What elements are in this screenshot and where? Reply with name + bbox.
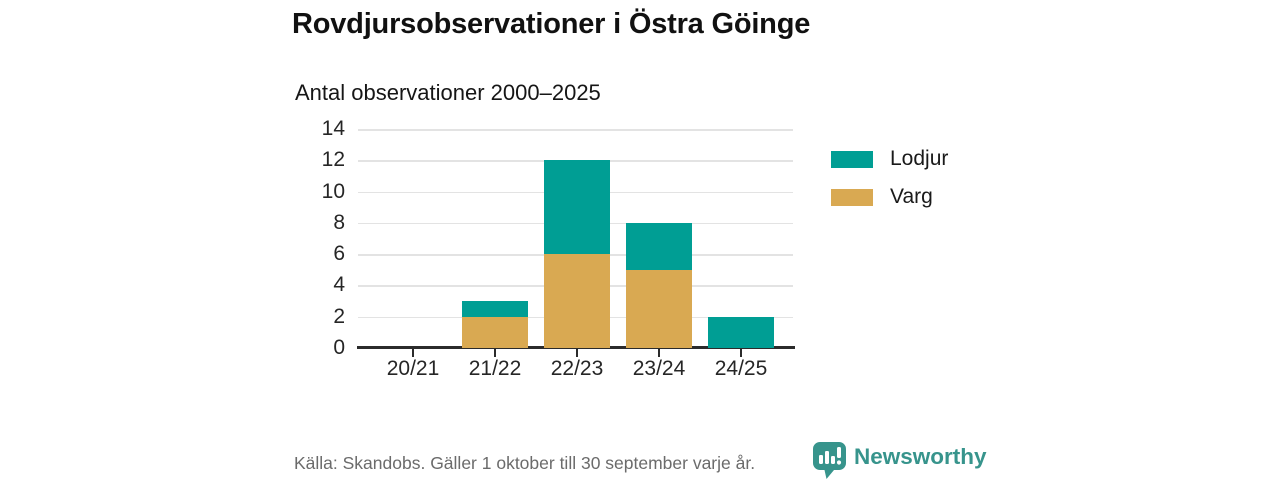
bar-segment-lodjur-24-25 xyxy=(708,316,774,348)
bar-segment-lodjur-22-23 xyxy=(544,160,610,255)
legend-swatch-lodjur xyxy=(831,150,873,168)
brand-name: Newsworthy xyxy=(854,444,987,469)
x-tick-21-22 xyxy=(494,349,496,357)
y-tick-label-2: 2 xyxy=(333,304,345,328)
chart-title: Rovdjursobservationer i Östra Göinge xyxy=(292,8,811,40)
bar-segment-varg-22-23 xyxy=(544,254,610,348)
y-tick-label-14: 14 xyxy=(321,117,345,140)
y-tick-label-0: 0 xyxy=(333,336,345,359)
bar-segment-lodjur-23-24 xyxy=(626,222,692,270)
y-tick-label-8: 8 xyxy=(333,210,345,234)
x-tick-23-24 xyxy=(658,349,660,357)
x-tick-label-23-24: 23/24 xyxy=(632,357,686,380)
source-note: Källa: Skandobs. Gäller 1 oktober till 3… xyxy=(294,453,756,473)
bar-segment-lodjur-21-22 xyxy=(462,301,528,317)
legend-item-lodjur: Lodjur xyxy=(831,147,948,171)
legend: Lodjur Varg xyxy=(831,147,948,209)
x-tick-22-23 xyxy=(576,349,578,357)
x-tick-label-21-22: 21/22 xyxy=(468,357,522,380)
legend-swatch-varg xyxy=(831,188,873,206)
gridline-y14 xyxy=(358,129,793,131)
legend-item-varg: Varg xyxy=(831,185,948,209)
legend-label-lodjur: Lodjur xyxy=(890,147,949,170)
x-tick-24-25 xyxy=(740,349,742,357)
y-tick-label-12: 12 xyxy=(321,148,345,172)
newsworthy-logo-icon xyxy=(813,442,846,480)
y-tick-label-4: 4 xyxy=(333,273,345,297)
x-tick-label-22-23: 22/23 xyxy=(550,357,604,380)
y-tick-label-10: 10 xyxy=(321,179,345,203)
chart-subtitle: Antal observationer 2000–2025 xyxy=(295,80,601,105)
x-tick-20-21 xyxy=(412,349,414,357)
y-tick-label-6: 6 xyxy=(333,242,345,266)
legend-label-varg: Varg xyxy=(890,185,933,208)
x-tick-label-24-25: 24/25 xyxy=(714,357,768,380)
x-tick-label-20-21: 20/21 xyxy=(386,357,440,380)
bar-segment-varg-21-22 xyxy=(462,316,528,348)
bar-segment-varg-23-24 xyxy=(626,269,692,348)
newsworthy-brand-link[interactable]: Newsworthy xyxy=(813,442,987,480)
